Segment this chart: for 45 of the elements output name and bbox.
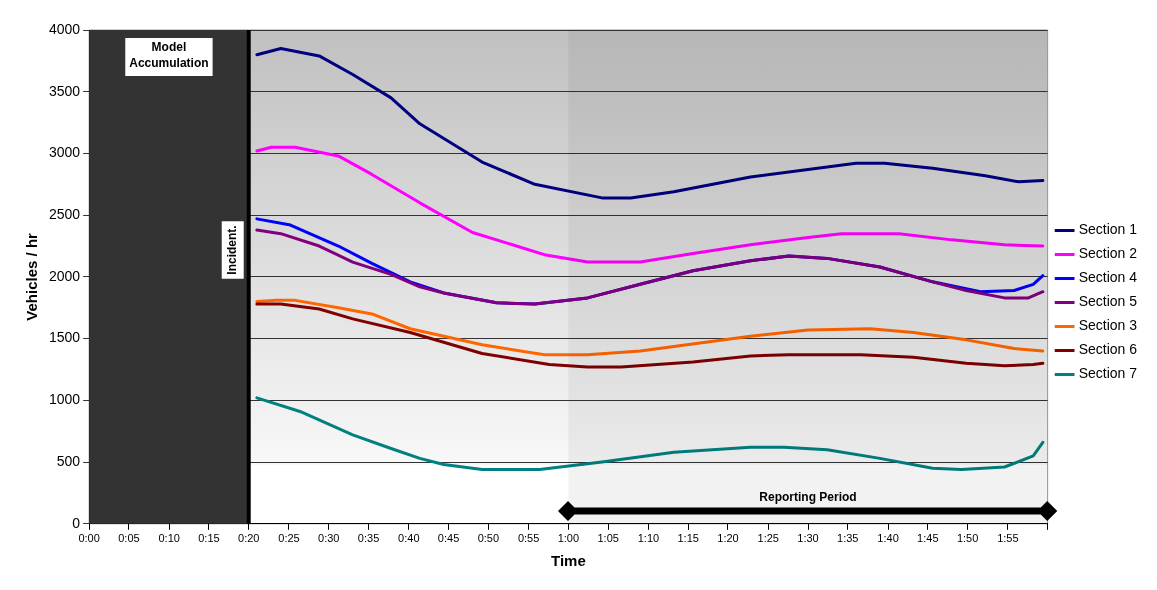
- x-tick-label: 0:15: [198, 532, 220, 545]
- x-tick-label: 1:50: [956, 532, 979, 545]
- x-tick-label: 1:15: [677, 532, 699, 545]
- x-tick-label: 1:25: [757, 532, 779, 545]
- x-axis-title: Time: [551, 552, 586, 570]
- x-tick-label: 0:20: [238, 532, 260, 545]
- ref-line-label: Incident.: [225, 225, 240, 275]
- x-tick-label: 1:40: [877, 532, 899, 545]
- y-tick-label: 2500: [48, 206, 81, 223]
- legend-label: Section 2: [1078, 245, 1138, 262]
- x-tick-label: 1:35: [837, 532, 859, 545]
- x-tick-label: 1:30: [797, 532, 819, 545]
- x-tick-label: 0:55: [517, 532, 540, 545]
- x-tick-label: 1:00: [557, 532, 580, 545]
- x-tick-label: 1:05: [597, 532, 619, 545]
- x-tick-label: 0:30: [318, 532, 340, 545]
- x-tick-label: 0:50: [477, 532, 500, 545]
- x-tick-label: 0:00: [78, 532, 100, 545]
- x-tick-label: 1:20: [717, 532, 739, 545]
- y-tick-label: 3000: [48, 144, 81, 161]
- y-tick-label: 4000: [48, 20, 81, 37]
- x-tick-label: 1:45: [917, 532, 939, 545]
- x-tick-label: 0:35: [357, 532, 380, 545]
- y-tick-label: 1000: [48, 391, 81, 408]
- y-tick-label: 500: [56, 452, 81, 469]
- x-tick-label: 0:10: [158, 532, 180, 545]
- legend-label: Section 6: [1078, 341, 1138, 358]
- legend-label: Section 1: [1078, 221, 1138, 238]
- x-tick-label: 0:45: [437, 532, 460, 545]
- x-tick-label: 1:10: [637, 532, 660, 545]
- y-tick-label: 0: [72, 514, 81, 531]
- x-tick-label: 0:05: [118, 532, 140, 545]
- y-tick-label: 3500: [48, 82, 81, 99]
- legend-label: Section 7: [1078, 365, 1138, 382]
- legend-label: Section 3: [1078, 317, 1138, 334]
- x-tick-label: 0:25: [278, 532, 300, 545]
- x-tick-label: 0:40: [398, 532, 420, 545]
- legend-label: Section 4: [1078, 269, 1138, 286]
- y-axis-title: Vehicles / hr: [23, 232, 41, 321]
- y-tick-label: 1500: [48, 329, 81, 346]
- band-label: Model Accumulation: [129, 40, 209, 71]
- x-tick-label: 1:55: [997, 532, 1019, 545]
- band-label: Reporting Period: [759, 490, 857, 505]
- y-tick-label: 2000: [48, 267, 81, 284]
- legend-label: Section 5: [1078, 293, 1138, 310]
